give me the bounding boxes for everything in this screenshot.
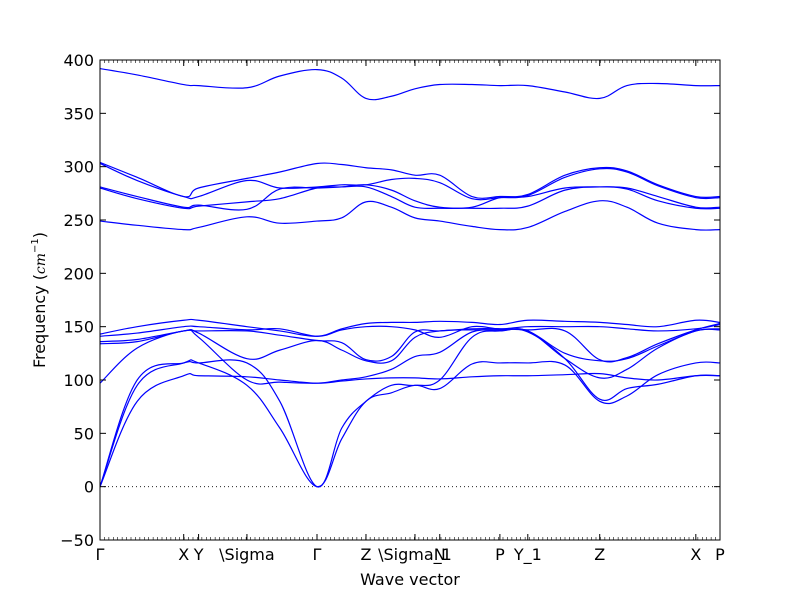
y-tick-label: 150 (63, 318, 94, 337)
x-tick-label: Γ (313, 545, 322, 564)
y-tick-label: 100 (63, 371, 94, 390)
x-axis-label: Wave vector (360, 570, 460, 589)
phonon-branch-12 (100, 162, 720, 201)
phonon-branch-9 (100, 200, 720, 231)
y-tick-label: 300 (63, 158, 94, 177)
phonon-branch-6 (100, 322, 720, 363)
y-axis-label-close: ) (30, 232, 49, 238)
phonon-branch-7 (100, 323, 720, 338)
y-axis-label: Frequency (cm−1) (30, 232, 49, 368)
y-tick-label: 200 (63, 264, 94, 283)
phonon-branch-1 (100, 372, 720, 487)
y-tick-label: 250 (63, 211, 94, 230)
x-tick-label: Y_1 (513, 545, 542, 565)
x-tick-label: \Sigma_1 (378, 545, 452, 565)
y-axis: −50 0 50 100 150 200 250 300 350 400 (60, 51, 720, 550)
x-tick-label: Z (594, 545, 605, 564)
series-layer (100, 67, 720, 488)
y-axis-label-main: Frequency ( (30, 274, 49, 368)
x-tick-label: Z (360, 545, 371, 564)
x-tick-label: Y (193, 545, 204, 564)
y-tick-label: −50 (60, 531, 94, 550)
y-tick-label: 350 (63, 104, 94, 123)
x-tick-label: \Sigma (219, 545, 275, 564)
phonon-branch-14 (100, 67, 720, 101)
x-tick-label: P (495, 545, 505, 564)
x-tick-label: N (434, 545, 446, 564)
x-axis: Γ X Y \Sigma Γ Z \Sigma_1N P Y_1 Z X P (96, 60, 725, 565)
y-tick-label: 400 (63, 51, 94, 70)
y-axis-label-exponent: −1 (30, 238, 41, 253)
x-tick-label: Γ (96, 545, 105, 564)
phonon-branch-13 (100, 161, 720, 199)
phonon-branch-11 (100, 184, 720, 211)
x-tick-label: X (690, 545, 701, 564)
x-tick-label: X (178, 545, 189, 564)
x-tick-label: P (715, 545, 725, 564)
y-tick-label: 0 (84, 478, 94, 497)
y-tick-label: 50 (74, 424, 94, 443)
y-axis-label-unit: cm (33, 253, 49, 274)
phonon-branch-3 (100, 328, 720, 488)
plot-area (100, 67, 720, 488)
phonon-branch-8 (100, 318, 720, 337)
phonon-branch-4 (100, 328, 720, 385)
